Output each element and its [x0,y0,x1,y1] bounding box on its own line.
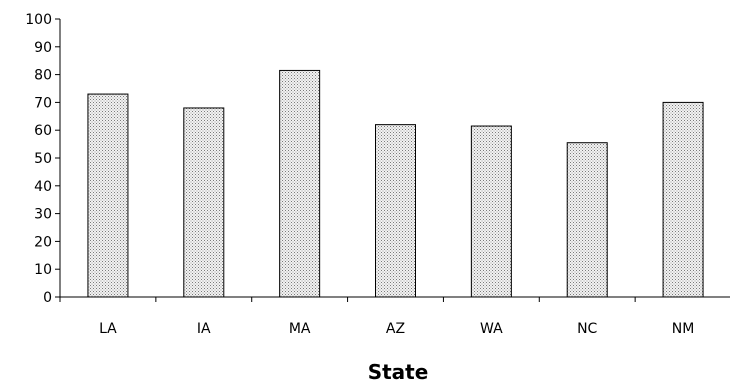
y-tick-label: 60 [34,123,52,139]
y-tick-label: 10 [34,262,52,278]
y-tick-label: 20 [34,234,52,250]
y-tick-label: 70 [34,95,52,111]
x-tick-label-ma: MA [289,321,311,337]
bars-group [87,69,704,298]
x-axis-ticks: LA IA MA AZ WA NC NM [59,297,695,337]
y-tick-label: 50 [34,151,52,167]
x-tick-label-nm: NM [672,321,695,337]
y-tick-label: 100 [25,12,52,28]
bar-nc [566,142,608,298]
y-tick-label: 0 [43,290,52,306]
x-tick-label-wa: WA [480,321,503,337]
y-tick-label: 40 [34,179,52,195]
y-tick-label: 90 [34,40,52,56]
bar-ia [183,107,225,298]
bar-nm [662,101,704,298]
bar-ma [279,69,321,298]
y-tick-label: 30 [34,207,52,223]
bar-az [375,124,416,298]
y-axis-ticks: 0 10 20 30 40 50 60 70 80 90 100 [25,12,60,306]
x-tick-label-la: LA [99,321,117,337]
bar-wa [470,125,512,298]
bar-la [87,93,129,298]
y-tick-label: 80 [34,68,52,84]
x-tick-label-az: AZ [386,321,405,337]
x-tick-label-ia: IA [197,321,211,337]
x-tick-label-nc: NC [577,321,597,337]
x-axis-title: State [368,360,429,384]
